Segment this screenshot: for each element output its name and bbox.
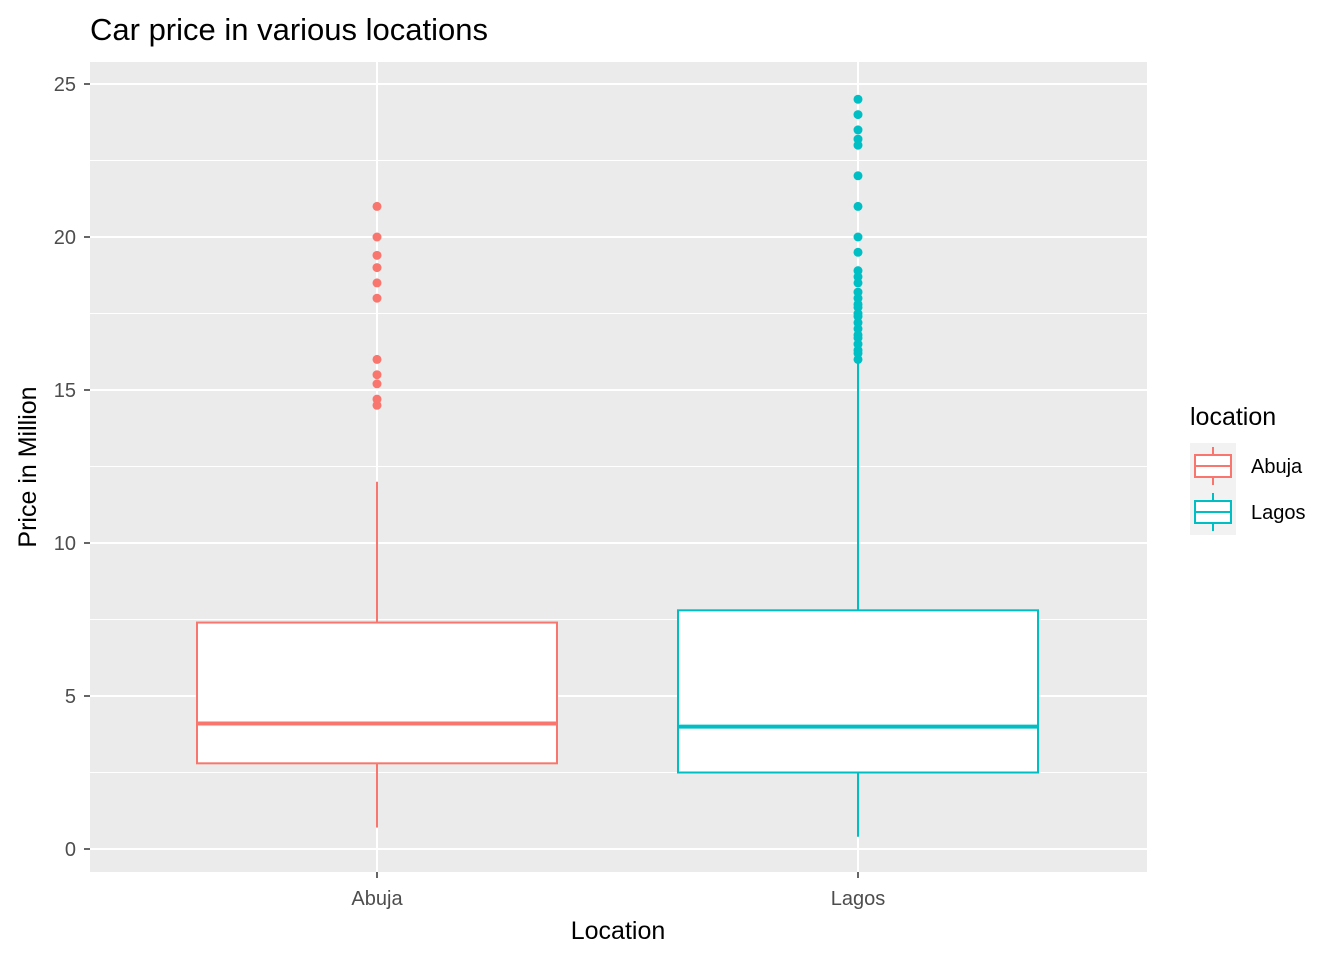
y-tick-label: 0 [65, 839, 76, 861]
outlier-point [372, 278, 382, 288]
outlier-point [853, 134, 863, 144]
x-tick-label: Abuja [351, 888, 403, 910]
outlier-point [372, 394, 382, 404]
outlier-point [372, 379, 382, 389]
y-tick-label: 5 [65, 686, 76, 708]
legend-item-abuja: Abuja [1190, 443, 1303, 489]
outlier-point [372, 250, 382, 260]
outlier-point [853, 232, 863, 242]
x-axis-title: Location [571, 917, 666, 945]
iqr-box [196, 621, 558, 765]
box-lagos [677, 94, 1039, 837]
outlier-point [853, 287, 863, 297]
outlier-point [372, 293, 382, 303]
legend-item-lagos: Lagos [1190, 489, 1306, 535]
x-tick-label: Lagos [831, 888, 886, 910]
y-axis: 0 5 10 15 20 25 [54, 74, 90, 861]
iqr-box [677, 609, 1039, 774]
y-tick-label: 10 [54, 533, 76, 555]
outlier-point [853, 201, 863, 211]
outlier-point [372, 354, 382, 364]
outlier-point [853, 171, 863, 181]
legend-label: Lagos [1251, 502, 1306, 524]
y-axis-title: Price in Million [14, 386, 42, 547]
outlier-point [853, 247, 863, 257]
chart-title: Car price in various locations [90, 12, 488, 47]
box-series [196, 94, 1039, 837]
outlier-point [372, 370, 382, 380]
outlier-point [372, 232, 382, 242]
legend-label: Abuja [1251, 456, 1303, 478]
outlier-point [853, 94, 863, 104]
y-tick-label: 25 [54, 74, 76, 96]
x-axis: Abuja Lagos [351, 872, 885, 910]
outlier-point [372, 201, 382, 211]
outlier-point [853, 110, 863, 120]
y-tick-label: 15 [54, 380, 76, 402]
outlier-point [372, 263, 382, 273]
outlier-point [853, 125, 863, 135]
box-abuja [196, 201, 558, 828]
legend-title: location [1190, 403, 1276, 431]
outlier-point [853, 266, 863, 276]
y-tick-label: 20 [54, 227, 76, 249]
legend: location Abuja Lagos [1190, 403, 1306, 535]
